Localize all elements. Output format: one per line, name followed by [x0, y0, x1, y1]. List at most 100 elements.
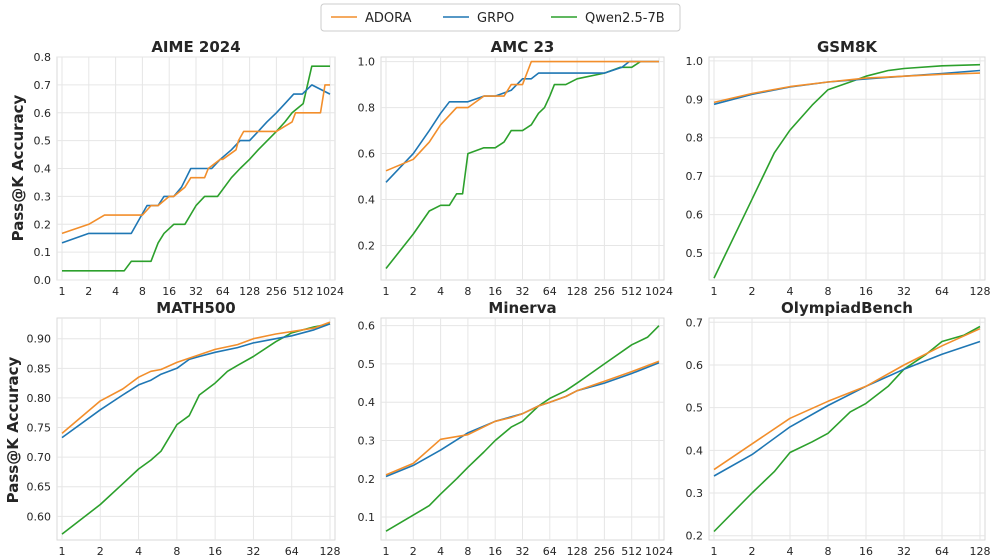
series-line-adora [61, 84, 330, 235]
y-tick-label: 0.1 [34, 246, 52, 259]
x-tick-label: 32 [897, 285, 911, 298]
panel-title: GSM8K [817, 38, 878, 56]
y-tick-label: 1.0 [358, 56, 376, 69]
y-tick-label: 0.4 [358, 194, 376, 207]
y-tick-label: 0.6 [358, 320, 376, 333]
y-tick-label: 0.6 [686, 209, 704, 222]
series-line-grpo [61, 323, 331, 439]
x-tick-label: 8 [464, 545, 471, 558]
legend-label-adora: ADORA [365, 11, 412, 26]
chart-panel: 1 2 4 8 16 32 64 128 256 512 1024 0.0 0.1 0.2 0.3 0.4 0.… [34, 38, 345, 298]
x-tick-label: 16 [162, 285, 176, 298]
x-tick-label: 1 [59, 545, 66, 558]
y-tick-label: 0.4 [686, 444, 704, 457]
chart-panel: 1 2 4 8 16 32 64 128 256 512 1024 0.2 0.4 0.6 0.8 1.0 AM… [358, 38, 674, 298]
legend-label-grpo: GRPO [477, 11, 514, 26]
y-tick-label: 0.75 [27, 422, 52, 435]
y-tick-label: 0.6 [358, 148, 376, 161]
y-tick-label: 0.8 [34, 51, 52, 64]
y-tick-label: 0.70 [27, 451, 52, 464]
y-tick-label: 0.85 [27, 362, 52, 375]
panel-title: MATH500 [156, 299, 235, 317]
x-tick-label: 8 [825, 545, 832, 558]
series-line-adora [713, 327, 981, 471]
x-tick-label: 1 [711, 285, 718, 298]
y-tick-label: 0.5 [34, 135, 52, 148]
y-tick-label: 0.60 [27, 510, 52, 523]
y-tick-label: 0.9 [686, 93, 704, 106]
series-line-adora [713, 72, 981, 104]
x-tick-label: 8 [825, 285, 832, 298]
x-tick-label: 2 [749, 545, 756, 558]
series-line-qwen2-5-7b [385, 325, 660, 532]
y-tick-label: 0.7 [686, 316, 704, 329]
legend: ADORA GRPO Qwen2.5-7B [320, 3, 681, 32]
panel-title: AMC 23 [491, 38, 555, 56]
x-tick-label: 16 [859, 545, 873, 558]
x-tick-label: 128 [567, 545, 588, 558]
x-tick-label: 2 [749, 285, 756, 298]
y-tick-label: 0.3 [34, 190, 52, 203]
x-tick-label: 2 [85, 285, 92, 298]
x-tick-label: 4 [437, 545, 444, 558]
x-tick-label: 2 [410, 285, 417, 298]
series-line-grpo [713, 340, 981, 477]
y-tick-label: 0.6 [686, 359, 704, 372]
x-tick-label: 64 [935, 285, 949, 298]
x-tick-label: 32 [897, 545, 911, 558]
chart-panel: 1 2 4 8 16 32 64 128 0.2 0.3 0.4 0.5 0.6 0.7 OlympiadB… [686, 299, 991, 558]
x-tick-label: 8 [139, 285, 146, 298]
plot-area [708, 56, 986, 281]
panels: 1 2 4 8 16 32 64 128 256 512 10240.00.10.20.30.40.… [27, 38, 991, 558]
series-line-adora [385, 60, 659, 172]
y-tick-label: 0.7 [34, 79, 52, 92]
y-tick-label: 0.4 [34, 163, 52, 176]
x-tick-label: 4 [787, 285, 794, 298]
x-tick-label: 8 [464, 285, 471, 298]
x-tick-label: 128 [970, 285, 991, 298]
x-tick-label: 4 [787, 545, 794, 558]
x-tick-label: 512 [621, 545, 642, 558]
panel-title: AIME 2024 [151, 38, 240, 56]
x-tick-label: 1 [383, 545, 390, 558]
series-line-qwen2-5-7b [62, 65, 330, 272]
x-tick-label: 4 [112, 285, 119, 298]
y-tick-label: 1.0 [686, 55, 704, 68]
x-tick-label: 1 [711, 545, 718, 558]
x-tick-label: 1 [59, 285, 66, 298]
x-tick-label: 4 [135, 545, 142, 558]
series-line-adora [61, 321, 331, 435]
y-tick-label: 0.2 [358, 240, 376, 253]
series-line-qwen2-5-7b [385, 60, 641, 269]
y-tick-label: 0.80 [27, 392, 52, 405]
x-tick-label: 64 [285, 545, 299, 558]
y-tick-label: 0.1 [358, 511, 376, 524]
x-tick-label: 8 [173, 545, 180, 558]
y-tick-label: 0.90 [27, 333, 52, 346]
x-tick-label: 16 [208, 545, 222, 558]
x-tick-label: 128 [320, 545, 341, 558]
x-tick-label: 1024 [645, 285, 673, 298]
chart-panel: 1 2 4 8 16 32 64 128 256 512 1024 0.1 0.2 0.3 0.4 0.5 0.… [358, 299, 674, 558]
y-tick-label: 0.5 [686, 402, 704, 415]
x-tick-label: 2 [410, 545, 417, 558]
y-tick-label: 0.6 [34, 107, 52, 120]
x-tick-label: 128 [567, 285, 588, 298]
panel-title: Minerva [488, 299, 556, 317]
x-tick-label: 64 [935, 545, 949, 558]
y-tick-label: 0.2 [686, 530, 704, 543]
y-tick-label: 0.4 [358, 396, 376, 409]
x-tick-label: 4 [437, 285, 444, 298]
x-tick-label: 128 [239, 285, 260, 298]
x-tick-label: 64 [543, 285, 557, 298]
chart-panel: 1 2 4 8 16 32 64 128 0.60 0.65 0.70 0.75 0.80 0.85 0.9… [27, 299, 341, 558]
x-tick-label: 256 [266, 285, 287, 298]
y-tick-label: 0.3 [686, 487, 704, 500]
y-axis-label-top: Pass@K Accuracy [9, 94, 27, 241]
chart-panel: 1 2 4 8 16 32 64 128 0.5 0.6 0.7 0.8 0.9 1.0 GSM8K [686, 38, 991, 298]
plot-area [708, 317, 986, 541]
x-tick-label: 16 [488, 285, 502, 298]
y-tick-label: 0.8 [686, 132, 704, 145]
x-tick-label: 256 [594, 545, 615, 558]
